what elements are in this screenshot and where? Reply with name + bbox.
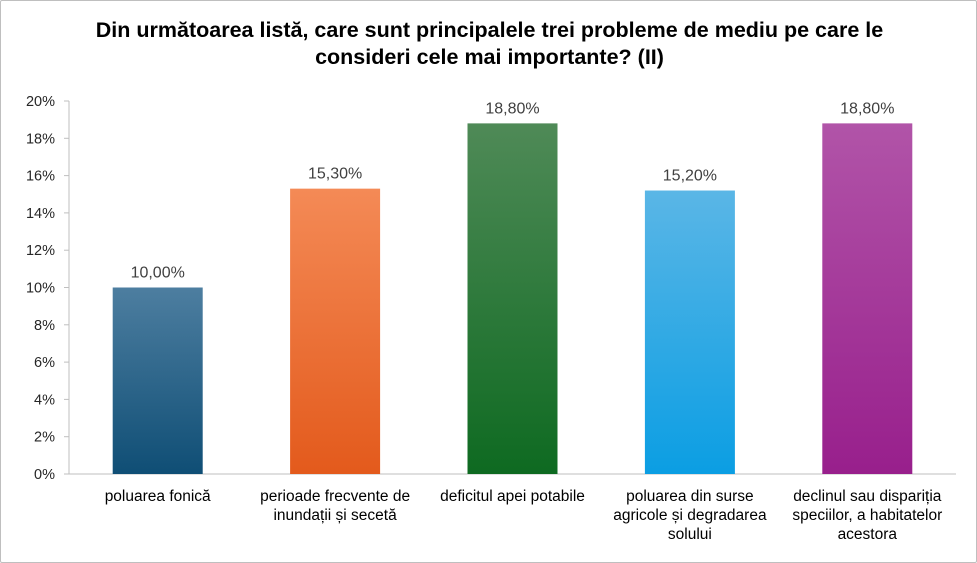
data-labels: 10,00% 15,30% 18,80% 15,20% 18,80%	[131, 100, 895, 281]
x-tick-label: perioade frecvente de inundații și secet…	[260, 488, 411, 524]
y-tick-label: 12%	[26, 243, 55, 259]
bar	[467, 123, 558, 474]
bar	[112, 287, 203, 474]
y-tick-label: 18%	[26, 131, 55, 147]
y-tick-label: 8%	[34, 318, 55, 334]
y-tick-label: 14%	[26, 206, 55, 222]
y-tick-label: 20%	[26, 94, 55, 110]
data-label: 18,80%	[840, 100, 894, 117]
bar	[290, 188, 381, 474]
data-label: 10,00%	[131, 265, 185, 282]
x-tick-label: declinul sau dispariția speciilor, a hab…	[792, 488, 943, 543]
y-tick-label: 16%	[26, 169, 55, 185]
x-tick-label: poluarea fonică	[104, 488, 211, 505]
y-axis: 0% 2% 4% 6% 8% 10% 12% 14% 16% 18% 20%	[26, 94, 956, 483]
y-tick-label: 0%	[34, 467, 55, 483]
bar	[822, 123, 913, 474]
data-label: 15,20%	[663, 168, 717, 185]
data-label: 18,80%	[485, 100, 539, 117]
chart-title: Din următoarea listă, care sunt principa…	[95, 18, 884, 69]
y-tick-label: 2%	[34, 430, 55, 446]
bars	[112, 123, 913, 474]
y-tick-label: 4%	[34, 392, 55, 408]
x-tick-label: deficitul apei potabile	[440, 488, 585, 505]
data-label: 15,30%	[308, 166, 362, 183]
x-tick-label: poluarea din surse agricole și degradare…	[613, 488, 767, 543]
y-tick-label: 10%	[26, 281, 55, 297]
y-tick-label: 6%	[34, 355, 55, 371]
bar	[644, 190, 735, 474]
